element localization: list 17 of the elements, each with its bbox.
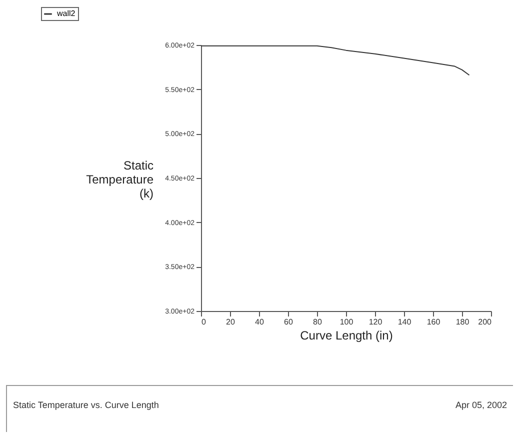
x-tick-label: 140 <box>398 318 412 326</box>
x-tick-label: 60 <box>284 318 294 326</box>
text: Apr 05, 2002 <box>455 400 507 410</box>
text: Static Temperature vs. Curve Length <box>13 400 159 410</box>
x-tick-label: 20 <box>226 318 236 326</box>
x-tick-label: 40 <box>255 318 264 326</box>
x-tick-label: 80 <box>313 318 322 326</box>
x-tick-label: 200 <box>478 318 492 326</box>
x-tick-label: 120 <box>368 318 383 326</box>
line-series <box>201 45 470 76</box>
x-tick-label: 180 <box>456 318 470 326</box>
x-tick-label: 0 <box>202 318 206 326</box>
y-axis-title: Static Temperature (k) <box>86 158 154 200</box>
x-tick-label: 160 <box>426 318 441 326</box>
x-axis-title: Curve Length (in) <box>300 328 393 342</box>
x-tick-label: 100 <box>340 318 354 326</box>
legend-label: wall2 <box>56 9 76 18</box>
